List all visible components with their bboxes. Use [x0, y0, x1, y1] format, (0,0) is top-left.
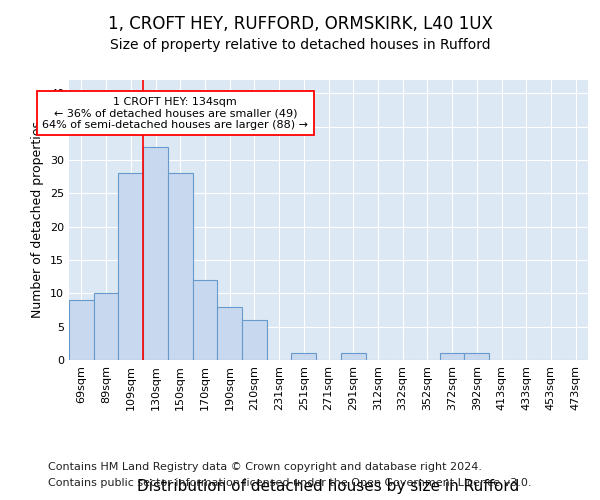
Bar — [440, 354, 464, 360]
Bar — [168, 174, 193, 360]
Bar — [69, 300, 94, 360]
Bar — [143, 146, 168, 360]
Text: Contains public sector information licensed under the Open Government Licence v3: Contains public sector information licen… — [48, 478, 532, 488]
Y-axis label: Number of detached properties: Number of detached properties — [31, 122, 44, 318]
Text: Size of property relative to detached houses in Rufford: Size of property relative to detached ho… — [110, 38, 490, 52]
Bar — [193, 280, 217, 360]
Text: Contains HM Land Registry data © Crown copyright and database right 2024.: Contains HM Land Registry data © Crown c… — [48, 462, 482, 472]
Text: 1 CROFT HEY: 134sqm
← 36% of detached houses are smaller (49)
64% of semi-detach: 1 CROFT HEY: 134sqm ← 36% of detached ho… — [42, 96, 308, 130]
Bar — [464, 354, 489, 360]
Bar — [292, 354, 316, 360]
Bar — [217, 306, 242, 360]
Bar — [94, 294, 118, 360]
Bar — [341, 354, 365, 360]
X-axis label: Distribution of detached houses by size in Rufford: Distribution of detached houses by size … — [137, 480, 520, 494]
Bar — [118, 174, 143, 360]
Text: 1, CROFT HEY, RUFFORD, ORMSKIRK, L40 1UX: 1, CROFT HEY, RUFFORD, ORMSKIRK, L40 1UX — [107, 15, 493, 33]
Bar — [242, 320, 267, 360]
